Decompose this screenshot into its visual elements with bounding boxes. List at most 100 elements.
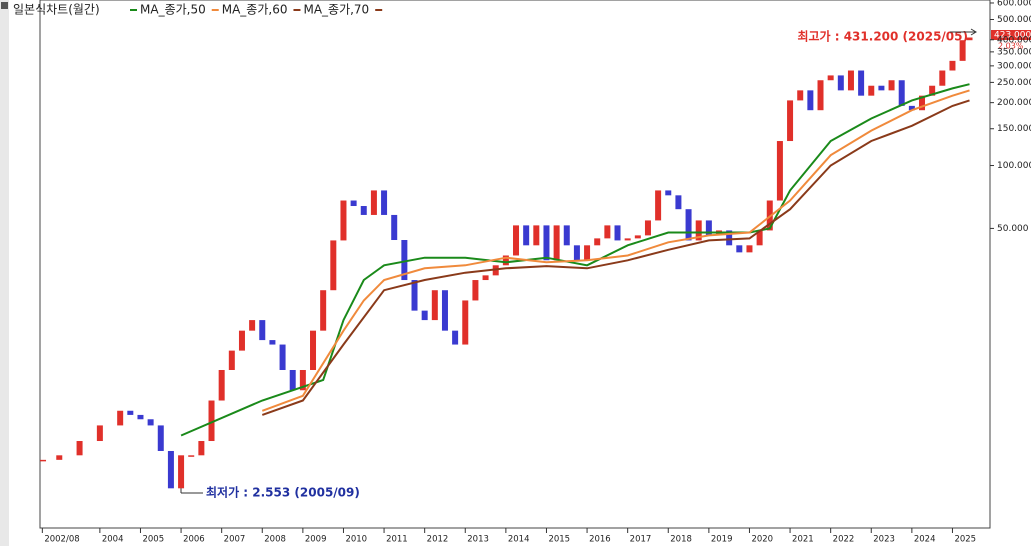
y-tick-label: 50.000 (997, 224, 1029, 234)
x-tick-label: 2023 (873, 535, 895, 545)
candle (157, 425, 164, 451)
legend-label: MA_종가,50 (140, 3, 206, 17)
y-tick-label: 150.000 (997, 124, 1031, 134)
candle (452, 330, 459, 345)
y-tick-label: 100.000 (997, 161, 1031, 171)
candle (776, 141, 783, 201)
y-tick-label: 200.000 (997, 98, 1031, 108)
candle (908, 105, 915, 111)
plot-frame (39, 0, 991, 529)
change-label: 2.03% (998, 42, 1024, 51)
candle (736, 245, 743, 253)
low-annotation: 최저가 : 2.553 (2005/09) (206, 485, 360, 500)
y-tick-label: 300.000 (997, 61, 1031, 71)
candle (137, 414, 144, 420)
x-tick-label: 2002/08 (44, 535, 79, 545)
x-tick-label: 2012 (427, 535, 449, 545)
candle (929, 85, 936, 96)
candle (807, 90, 814, 111)
candle (401, 240, 408, 281)
candle (665, 190, 672, 196)
candle (208, 400, 215, 442)
high-annotation: 최고가 : 431.200 (2025/05) (797, 29, 968, 44)
x-tick-label: 2025 (954, 535, 976, 545)
x-tick-label: 2013 (467, 535, 489, 545)
ma-line (261, 89, 970, 412)
y-tick-label: 600.000 (997, 0, 1031, 8)
candle (695, 220, 702, 241)
candle (675, 195, 682, 210)
candle (279, 344, 286, 370)
candle (127, 410, 134, 415)
candle (888, 80, 895, 91)
candle (817, 80, 824, 111)
legend-title: 일본식차트(월간) (13, 3, 100, 17)
candle (360, 206, 367, 215)
candle (289, 369, 296, 391)
x-tick-label: 2015 (548, 535, 570, 545)
candle (330, 240, 337, 291)
x-tick-label: 2022 (833, 535, 855, 545)
x-tick-label: 2014 (508, 535, 530, 545)
candle (837, 75, 844, 91)
x-tick-label: 2016 (589, 535, 611, 545)
candle (513, 225, 520, 256)
candle (787, 100, 794, 142)
candle (868, 85, 875, 96)
candle (685, 209, 692, 241)
candle (523, 225, 530, 246)
candle (584, 245, 591, 261)
candle (939, 70, 946, 86)
candle (949, 60, 956, 71)
candle (827, 75, 834, 81)
x-tick-label: 2010 (345, 535, 367, 545)
x-tick-label: 2007 (224, 535, 246, 545)
x-tick-label: 2008 (264, 535, 286, 545)
candle (543, 225, 550, 261)
candle (533, 225, 540, 246)
candle (966, 37, 973, 41)
candle (919, 95, 926, 111)
candle (218, 369, 225, 401)
legend-label: MA_종가,70 (303, 3, 369, 17)
candle (472, 280, 479, 301)
x-tick-label: 2020 (751, 535, 773, 545)
price-tag (991, 30, 1031, 40)
candle (655, 190, 662, 221)
candle (726, 230, 733, 246)
candle (604, 225, 611, 239)
y-tick-label: 350.000 (997, 47, 1031, 57)
candle (797, 90, 804, 101)
candle (756, 230, 763, 246)
candle (178, 455, 185, 489)
candle (249, 320, 256, 331)
candle (421, 310, 428, 321)
candle (40, 459, 47, 462)
x-tick-label: 2019 (711, 535, 733, 545)
candle (462, 300, 469, 345)
candle (858, 70, 865, 96)
candle (340, 200, 347, 241)
side-bar (0, 0, 9, 546)
candle (370, 190, 377, 215)
candle (573, 245, 580, 261)
candle (350, 200, 357, 207)
candle (238, 330, 245, 351)
candle (959, 40, 966, 61)
candle (198, 441, 205, 456)
x-tick-label: 2004 (102, 535, 124, 545)
candle (634, 235, 641, 239)
corner-icon[interactable] (1, 2, 8, 9)
candle (188, 455, 195, 457)
candle (644, 220, 651, 236)
y-tick-label: 250.000 (997, 78, 1031, 88)
y-tick-label: 400.000 (997, 35, 1031, 45)
candle (320, 290, 327, 331)
candle (269, 340, 276, 345)
x-tick-label: 2017 (630, 535, 652, 545)
candle (431, 290, 438, 321)
candle (76, 441, 83, 456)
x-tick-label: 2024 (914, 535, 936, 545)
x-tick-label: 2009 (305, 535, 327, 545)
